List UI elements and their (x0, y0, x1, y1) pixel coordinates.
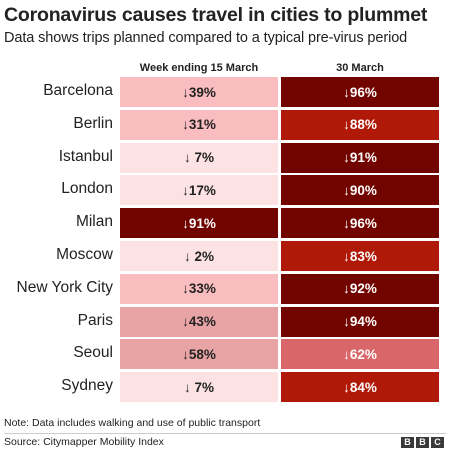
bbc-logo-letter: B (401, 437, 414, 448)
cell-30-march: ↓90% (281, 175, 439, 206)
city-label: Sydney (61, 377, 113, 395)
cell-week-ending-15-march: ↓58% (120, 339, 278, 370)
source-note: Source: Citymapper Mobility Index (4, 436, 164, 448)
cell-30-march: ↓62% (281, 339, 439, 370)
cell-week-ending-15-march: ↓91% (120, 208, 278, 239)
chart-title: Coronavirus causes travel in cities to p… (4, 4, 428, 26)
city-label: Seoul (73, 344, 113, 362)
cell-week-ending-15-march: ↓31% (120, 109, 278, 140)
cell-week-ending-15-march: ↓ 7% (120, 372, 278, 403)
cell-week-ending-15-march: ↓43% (120, 306, 278, 337)
footnote: Note: Data includes walking and use of p… (4, 417, 261, 429)
cell-week-ending-15-march: ↓ 2% (120, 241, 278, 271)
column-header-30-march: 30 March (336, 62, 384, 74)
cell-week-ending-15-march: ↓ 7% (120, 142, 278, 173)
footer-divider (4, 433, 446, 434)
cell-30-march: ↓92% (281, 273, 439, 304)
city-label: London (61, 180, 113, 198)
cell-30-march: ↓96% (281, 208, 439, 239)
cell-week-ending-15-march: ↓39% (120, 77, 278, 107)
cell-30-march: ↓83% (281, 241, 439, 271)
city-label: Barcelona (43, 82, 113, 99)
bbc-logo: B B C (401, 437, 444, 448)
cell-30-march: ↓96% (281, 77, 439, 107)
cell-30-march: ↓91% (281, 142, 439, 173)
city-label: Moscow (56, 246, 113, 263)
chart-subtitle: Data shows trips planned compared to a t… (4, 30, 408, 46)
column-header-week-ending-15-march: Week ending 15 March (139, 62, 259, 74)
cell-30-march: ↓94% (281, 306, 439, 337)
cell-30-march: ↓84% (281, 372, 439, 403)
city-label: Milan (75, 213, 113, 231)
bbc-logo-letter: C (431, 437, 444, 448)
bbc-logo-letter: B (416, 437, 429, 448)
city-label: Berlin (73, 114, 113, 132)
city-label: New York City (16, 278, 113, 296)
cell-week-ending-15-march: ↓33% (120, 273, 278, 304)
city-label: Istanbul (58, 147, 113, 165)
cell-week-ending-15-march: ↓17% (120, 175, 278, 206)
city-label: Paris (77, 311, 113, 329)
cell-30-march: ↓88% (281, 109, 439, 140)
